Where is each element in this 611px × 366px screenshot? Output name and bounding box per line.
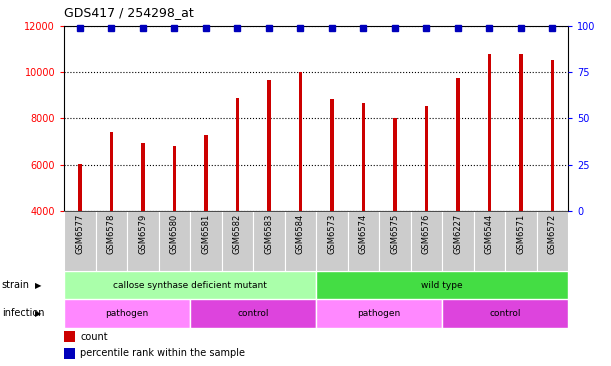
Text: pathogen: pathogen bbox=[357, 309, 401, 318]
Bar bbox=[442, 299, 568, 328]
Bar bbox=[362, 103, 365, 211]
Bar bbox=[204, 135, 208, 211]
Bar bbox=[109, 132, 113, 211]
Bar bbox=[64, 271, 316, 299]
Bar bbox=[316, 299, 442, 328]
Bar bbox=[127, 211, 159, 271]
Text: GSM6571: GSM6571 bbox=[516, 214, 525, 254]
Text: GSM6582: GSM6582 bbox=[233, 214, 242, 254]
Bar bbox=[519, 54, 523, 211]
Bar bbox=[64, 348, 75, 359]
Bar bbox=[379, 211, 411, 271]
Bar bbox=[267, 80, 271, 211]
Text: GSM6574: GSM6574 bbox=[359, 214, 368, 254]
Text: GSM6575: GSM6575 bbox=[390, 214, 400, 254]
Text: wild type: wild type bbox=[422, 281, 463, 290]
Text: GSM6578: GSM6578 bbox=[107, 214, 116, 254]
Text: strain: strain bbox=[2, 280, 30, 290]
Text: ▶: ▶ bbox=[35, 281, 42, 290]
Bar bbox=[64, 211, 96, 271]
Text: GSM6576: GSM6576 bbox=[422, 214, 431, 254]
Bar bbox=[96, 211, 127, 271]
Bar bbox=[474, 211, 505, 271]
Bar bbox=[236, 98, 240, 211]
Bar bbox=[536, 211, 568, 271]
Bar bbox=[456, 78, 460, 211]
Text: GSM6227: GSM6227 bbox=[453, 214, 463, 254]
Bar bbox=[425, 106, 428, 211]
Bar bbox=[190, 299, 316, 328]
Bar bbox=[141, 143, 145, 211]
Bar bbox=[253, 211, 285, 271]
Text: GSM6580: GSM6580 bbox=[170, 214, 179, 254]
Text: control: control bbox=[489, 309, 521, 318]
Bar bbox=[64, 299, 190, 328]
Bar bbox=[348, 211, 379, 271]
Text: GSM6577: GSM6577 bbox=[75, 214, 84, 254]
Text: GDS417 / 254298_at: GDS417 / 254298_at bbox=[64, 5, 194, 19]
Text: ▶: ▶ bbox=[35, 309, 42, 318]
Text: percentile rank within the sample: percentile rank within the sample bbox=[80, 348, 245, 358]
Text: count: count bbox=[80, 332, 108, 341]
Text: GSM6572: GSM6572 bbox=[548, 214, 557, 254]
Bar bbox=[551, 60, 554, 211]
Bar bbox=[222, 211, 253, 271]
Text: GSM6584: GSM6584 bbox=[296, 214, 305, 254]
Text: GSM6573: GSM6573 bbox=[327, 214, 337, 254]
Bar bbox=[64, 331, 75, 342]
Text: control: control bbox=[238, 309, 269, 318]
Text: GSM6579: GSM6579 bbox=[139, 214, 147, 254]
Bar bbox=[505, 211, 536, 271]
Bar bbox=[411, 211, 442, 271]
Bar bbox=[488, 54, 491, 211]
Text: GSM6583: GSM6583 bbox=[265, 214, 274, 254]
Bar bbox=[78, 164, 82, 211]
Bar bbox=[330, 100, 334, 211]
Bar bbox=[190, 211, 222, 271]
Bar bbox=[285, 211, 316, 271]
Bar bbox=[442, 211, 474, 271]
Bar bbox=[393, 118, 397, 211]
Text: callose synthase deficient mutant: callose synthase deficient mutant bbox=[113, 281, 267, 290]
Bar bbox=[316, 211, 348, 271]
Text: pathogen: pathogen bbox=[106, 309, 149, 318]
Bar bbox=[172, 146, 177, 211]
Text: GSM6544: GSM6544 bbox=[485, 214, 494, 254]
Text: infection: infection bbox=[2, 309, 45, 318]
Bar bbox=[299, 72, 302, 211]
Bar bbox=[159, 211, 190, 271]
Bar bbox=[316, 271, 568, 299]
Text: GSM6581: GSM6581 bbox=[202, 214, 210, 254]
